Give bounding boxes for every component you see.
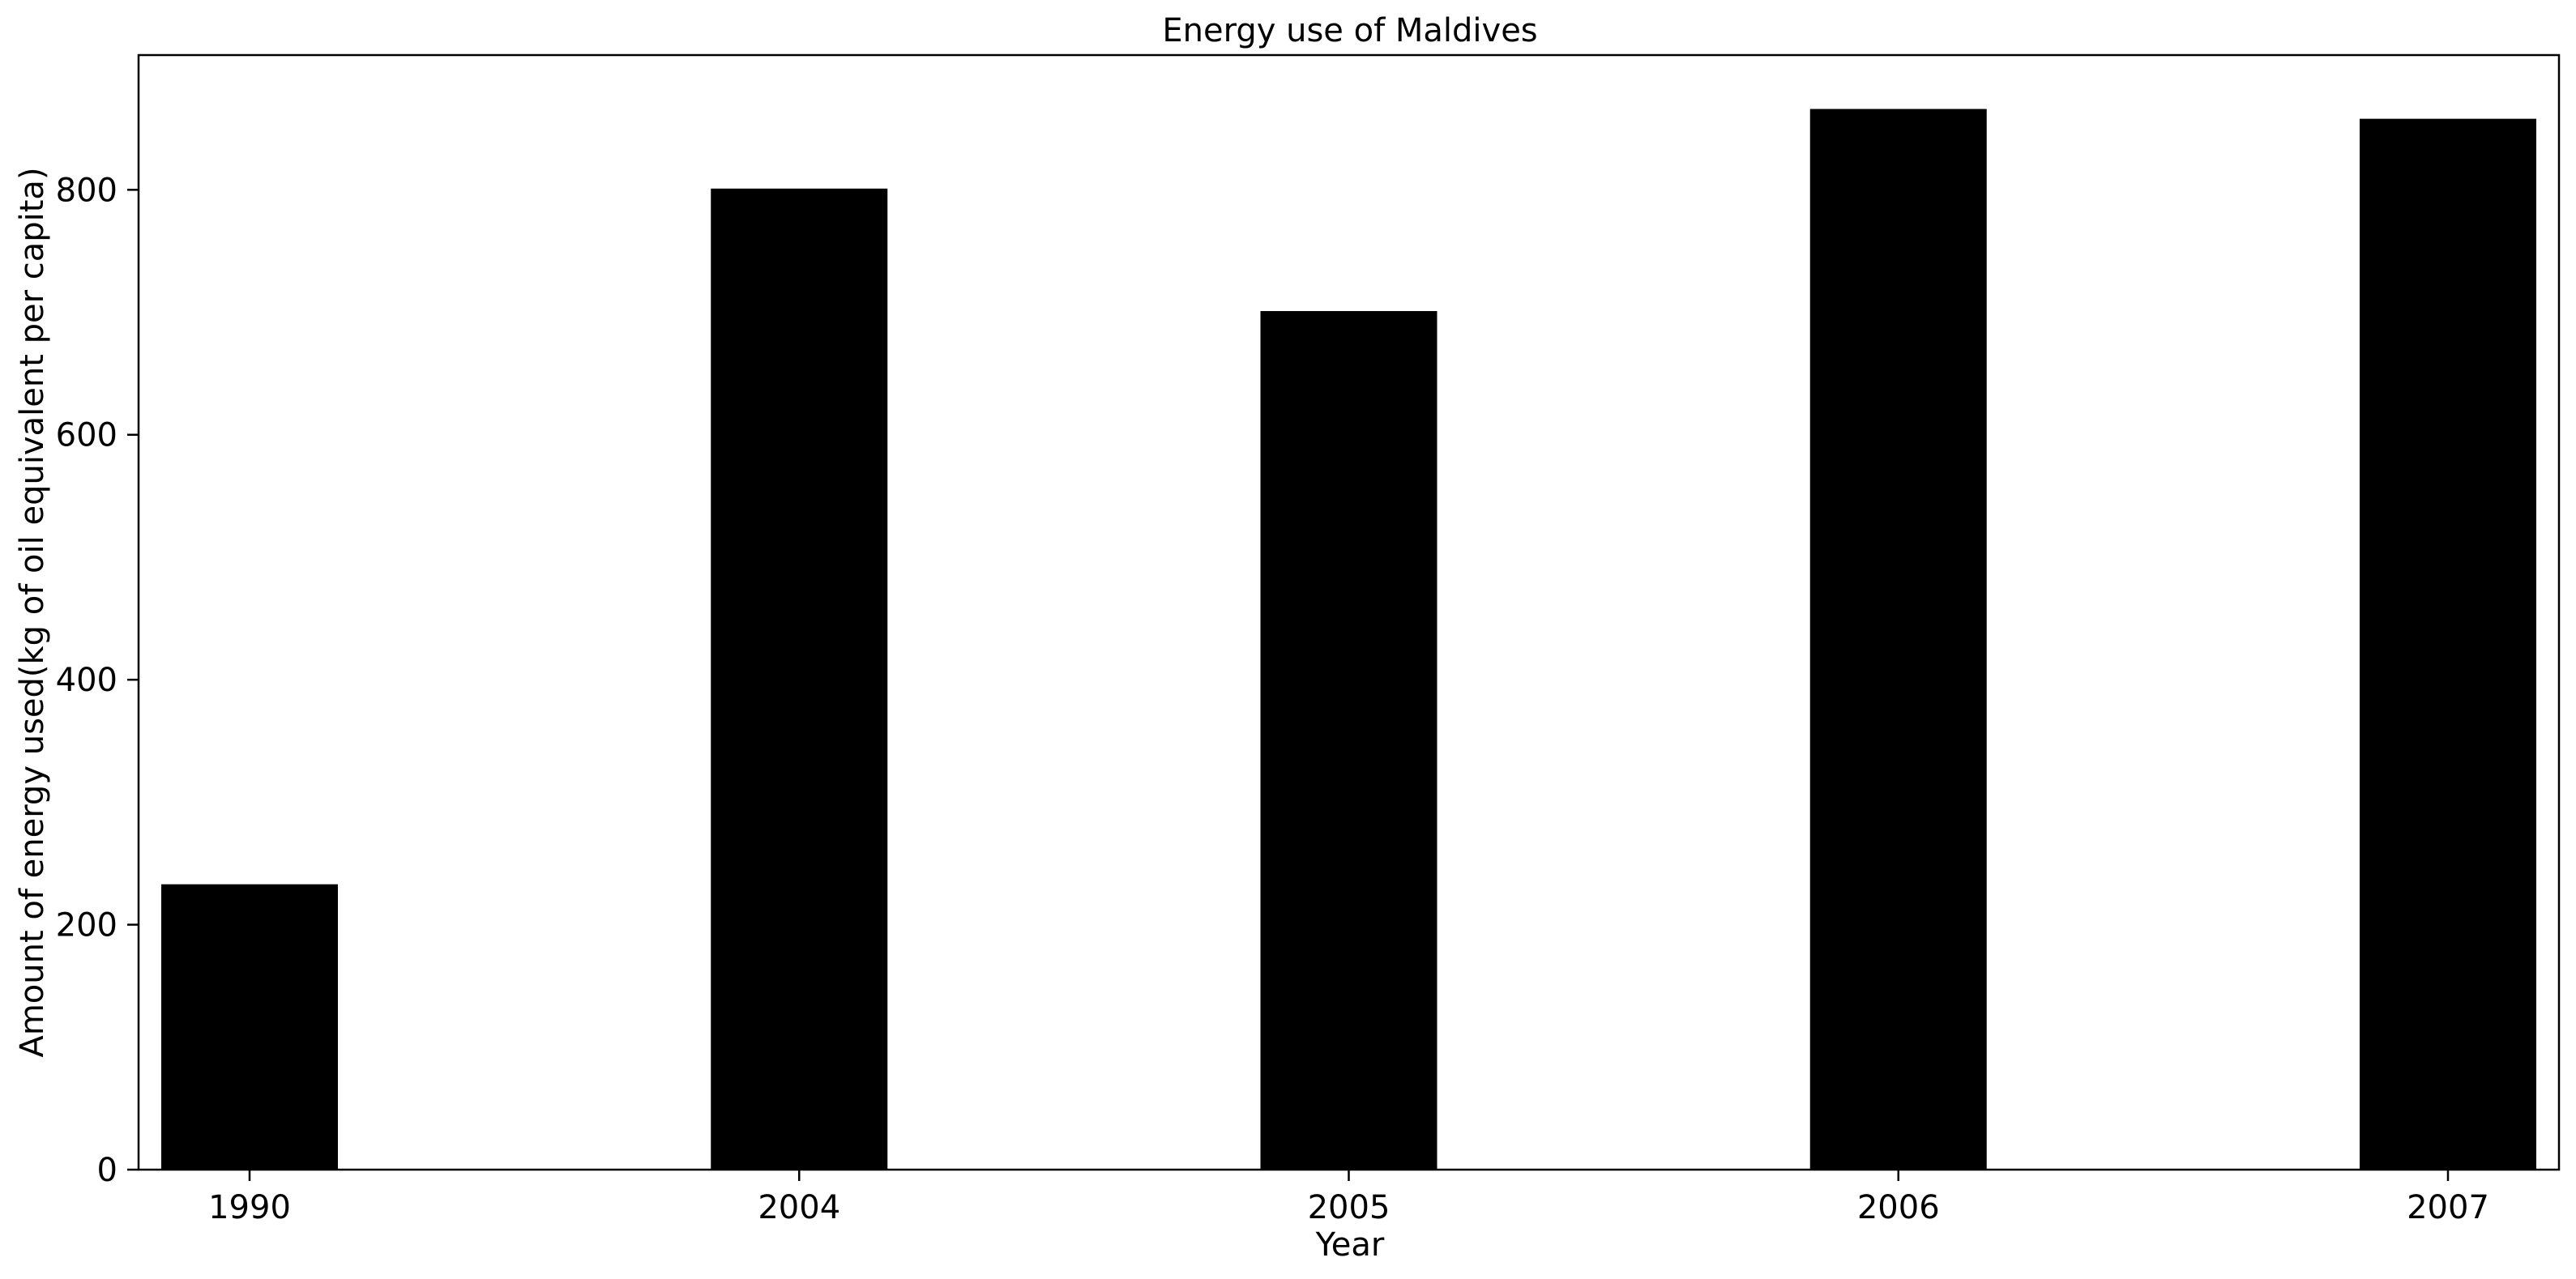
x-ticks-group: 1990 2004 2005 2006 2007 [208, 1170, 2489, 1226]
y-tick-label: 800 [56, 172, 117, 209]
x-tick-label: 2005 [1308, 1189, 1391, 1226]
y-ticks-group: 0 200 400 600 800 [56, 172, 139, 1189]
x-axis-label: Year [1315, 1226, 1385, 1264]
x-tick-label: 2007 [2407, 1189, 2489, 1226]
bar-2005 [1260, 311, 1438, 1170]
y-tick-label: 200 [56, 907, 117, 944]
bar-1990 [161, 884, 338, 1170]
x-tick-label: 1990 [208, 1189, 291, 1226]
y-tick-label: 0 [97, 1152, 117, 1189]
x-tick-label: 2006 [1857, 1189, 1940, 1226]
bar-2007 [2360, 118, 2536, 1170]
chart-title: Energy use of Maldives [1162, 12, 1537, 49]
bars-group [161, 109, 2536, 1170]
x-tick-label: 2004 [758, 1189, 840, 1226]
plot-area-frame [137, 53, 2561, 1171]
bar-2006 [1809, 109, 1987, 1170]
y-tick-label: 400 [56, 662, 117, 699]
bar-2004 [711, 188, 888, 1170]
y-axis-label: Amount of energy used(kg of oil equivale… [14, 167, 51, 1057]
y-tick-label: 600 [56, 417, 117, 454]
